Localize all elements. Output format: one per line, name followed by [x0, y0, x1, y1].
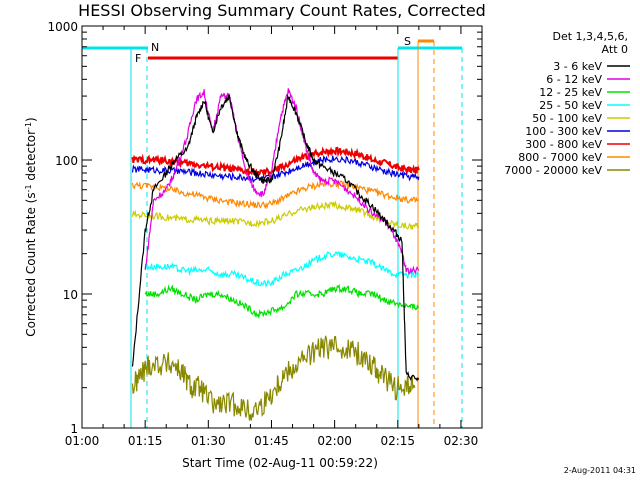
x-axis-label: Start Time (02-Aug-11 00:59:22) — [182, 456, 378, 470]
series-line — [144, 283, 420, 320]
flag-bars: NF S — [82, 35, 463, 428]
y-axis-label-sup-1: -1 — [24, 184, 33, 192]
x-tick-label: 02:30 — [444, 434, 479, 448]
series-line — [131, 146, 420, 178]
x-tick-label: 01:00 — [65, 434, 100, 448]
series-line — [144, 251, 420, 289]
x-tick-label: 02:15 — [380, 434, 415, 448]
saa-flag-label: S — [404, 35, 411, 48]
chart-title: HESSI Observing Summary Count Rates, Cor… — [78, 1, 486, 20]
y-tick-label: 100 — [55, 154, 78, 168]
series-line — [131, 335, 416, 421]
x-tick-label: 01:45 — [254, 434, 289, 448]
flare-flag-label: F — [135, 52, 141, 65]
legend-subtitle: Att 0 — [602, 43, 628, 56]
x-tick-label: 02:00 — [317, 434, 352, 448]
series-line — [131, 200, 420, 231]
legend-label: 100 - 300 keV — [525, 125, 602, 138]
x-tick-label: 01:30 — [191, 434, 226, 448]
y-axis-label-sup-2: -1 — [24, 122, 33, 130]
y-axis-label-end: ) — [24, 117, 38, 122]
y-tick-label: 1000 — [47, 20, 78, 34]
legend-label: 25 - 50 keV — [539, 99, 602, 112]
series-line — [131, 93, 420, 382]
x-tick-label: 01:15 — [128, 434, 163, 448]
y-tick-label: 1 — [70, 422, 78, 436]
y-axis-label: Corrected Count Rate (s-1 detector-1) — [24, 117, 39, 336]
timestamp: 2-Aug-2011 04:31 — [564, 466, 636, 475]
legend-label: 3 - 6 keV — [553, 60, 602, 73]
x-axis: 01:00 01:15 01:30 01:45 02:00 02:15 02:30 — [65, 26, 483, 448]
legend-label: 7000 - 20000 keV — [504, 164, 602, 177]
legend-title: Det 1,3,4,5,6, — [552, 30, 628, 43]
legend-label: 50 - 100 keV — [532, 112, 602, 125]
legend-label: 800 - 7000 keV — [518, 151, 602, 164]
y-axis-label-main: Corrected Count Rate (s — [24, 192, 38, 336]
series-line — [131, 178, 420, 210]
legend-label: 12 - 25 keV — [539, 86, 602, 99]
plot-frame — [81, 25, 483, 429]
series-layer — [131, 88, 420, 421]
y-tick-label: 10 — [63, 288, 78, 302]
legend-label: 6 - 12 keV — [546, 73, 602, 86]
y-axis: 1 10 100 1000 — [47, 20, 482, 436]
series-line — [131, 155, 420, 183]
series-line — [144, 88, 420, 275]
legend-label: 300 - 800 keV — [525, 138, 602, 151]
y-axis-label-mid: detector — [24, 130, 38, 185]
night-flag-label: N — [151, 41, 159, 54]
